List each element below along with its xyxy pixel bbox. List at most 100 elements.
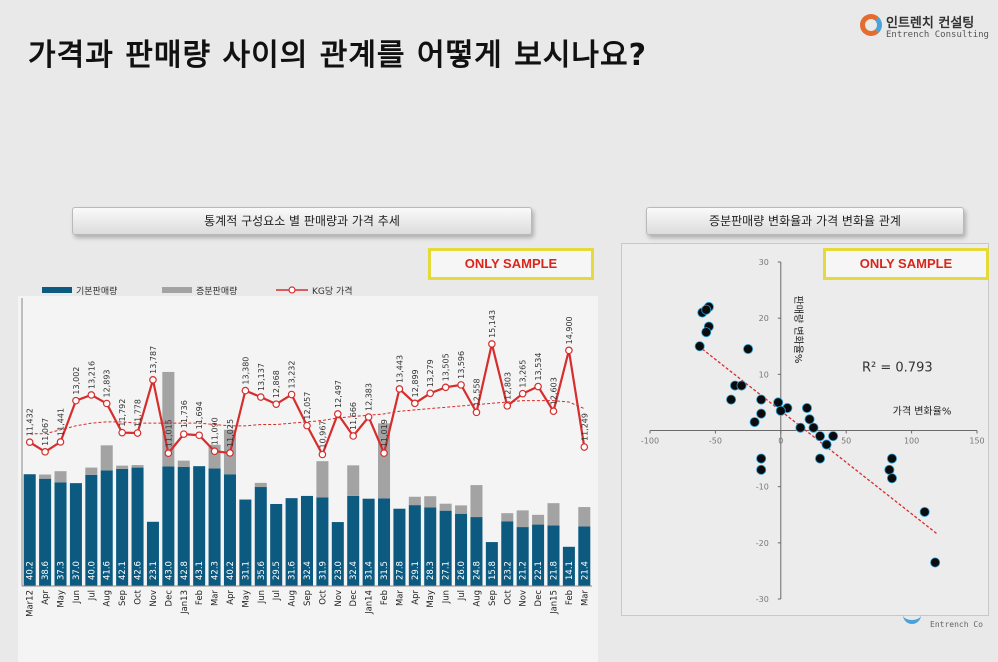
price-data-label: 13,265: [519, 360, 528, 388]
right-sample-badge: ONLY SAMPLE: [823, 248, 989, 280]
scatter-point: [775, 405, 786, 416]
bar-base: [362, 498, 375, 586]
scatter-point: [801, 403, 812, 414]
price-data-label: 12,899: [411, 369, 420, 397]
scatter-point: [886, 473, 897, 484]
scatter-point: [743, 344, 754, 355]
price-point: [503, 402, 512, 410]
scatter-point: [815, 431, 826, 442]
y-tick-label: 20: [759, 314, 769, 323]
price-data-label: 10,967: [318, 420, 327, 448]
x-tick-label: Oct: [318, 589, 328, 604]
price-point: [380, 449, 388, 457]
bar-data-label: 42.6: [134, 561, 144, 580]
price-point: [318, 450, 327, 459]
bar-incremental: [254, 482, 267, 488]
bar-base: [100, 470, 113, 586]
bar-data-label: 41.6: [103, 561, 113, 580]
scatter-point: [736, 380, 747, 391]
bar-base: [562, 546, 575, 586]
price-data-label: 13,216: [87, 361, 96, 389]
price-data-label: 12,868: [272, 370, 281, 398]
price-point: [349, 432, 358, 440]
bar-incremental: [532, 514, 545, 525]
price-data-label: 13,279: [426, 359, 435, 387]
bar-data-label: 43.1: [195, 561, 205, 580]
bar-base: [408, 505, 421, 586]
bar-data-label: 31.9: [318, 561, 328, 580]
bar-data-label: 38.6: [41, 561, 51, 580]
price-data-label: 12,558: [472, 378, 481, 406]
scatter-point: [726, 394, 737, 405]
price-point: [580, 443, 589, 451]
price-data-label: 12,383: [365, 383, 374, 411]
bar-base: [485, 542, 498, 586]
left-chart-area: 기본판매량 증분판매량 KG당 가격 40.2 38.6 37.3 37.0 40.0 41.6…: [18, 285, 598, 662]
bar-data-label: 31.5: [380, 561, 390, 580]
scatter-point: [756, 464, 767, 475]
bar-data-label: 15.8: [488, 561, 498, 580]
bar-base: [393, 508, 406, 586]
bar-base: [39, 478, 52, 586]
x-tick-label: Mar: [580, 590, 590, 607]
price-point: [226, 449, 234, 457]
bar-data-label: 23.0: [334, 561, 344, 580]
price-data-label: 11,025: [226, 419, 235, 447]
price-data-label: 11,441: [57, 408, 66, 436]
scatter-point: [815, 453, 826, 464]
x-tick-label: 100: [904, 437, 919, 446]
bar-base: [162, 466, 175, 586]
right-chart-title: 증분판매량 변화율과 가격 변화율 관계: [646, 207, 964, 235]
bar-incremental: [578, 507, 591, 527]
bar-data-label: 23.2: [503, 561, 513, 580]
legend-label: 증분판매량: [196, 285, 237, 297]
price-data-label: 13,787: [149, 346, 158, 374]
bar-base: [455, 513, 468, 586]
price-data-label: 12,893: [103, 369, 112, 397]
bar-base: [424, 507, 437, 586]
bar-incremental: [347, 465, 360, 496]
price-point: [179, 430, 188, 438]
bar-incremental: [100, 445, 113, 471]
bar-base: [131, 467, 144, 586]
x-tick-label: Dec: [349, 590, 359, 607]
price-point: [411, 399, 419, 408]
scatter-point: [821, 439, 832, 450]
bar-data-label: 29.1: [411, 561, 421, 580]
price-data-label: 13,505: [442, 353, 451, 381]
bar-base: [331, 522, 344, 586]
bar-base: [146, 521, 159, 586]
bar-data-label: 31.1: [241, 561, 251, 580]
x-tick-label: Jun: [72, 590, 82, 604]
price-data-label: 11,090: [211, 417, 220, 445]
bar-data-label: 43.0: [164, 561, 174, 580]
scatter-point: [795, 422, 806, 433]
x-tick-label: Dec: [534, 590, 544, 607]
bar-base: [532, 524, 545, 586]
x-tick-label: Nov: [519, 590, 529, 607]
scatter-point: [756, 408, 767, 419]
bar-base: [85, 474, 98, 586]
scatter-point: [808, 422, 819, 433]
price-data-label: 12,603: [549, 377, 558, 405]
legend-label: 기본판매량: [76, 285, 117, 297]
bar-data-label: 27.1: [442, 561, 452, 580]
legend-swatch: [162, 287, 192, 293]
price-point: [287, 390, 296, 399]
x-tick-label: Apr: [226, 590, 236, 605]
bar-data-label: 21.8: [549, 561, 559, 580]
x-tick-label: 0: [778, 437, 783, 446]
scatter-point: [756, 394, 767, 405]
bar-incremental: [85, 467, 98, 475]
scatter-point: [828, 431, 839, 442]
price-point: [149, 376, 157, 384]
price-point: [25, 438, 34, 446]
scatter-point: [701, 304, 712, 315]
bar-data-label: 27.8: [395, 561, 405, 580]
x-tick-label: Mar: [211, 590, 221, 607]
price-data-label: 11,432: [26, 408, 35, 436]
price-data-label: 13,137: [257, 363, 266, 391]
scatter-point: [886, 453, 897, 464]
x-tick-label: Mar: [395, 590, 405, 607]
trend-line: [701, 348, 939, 535]
